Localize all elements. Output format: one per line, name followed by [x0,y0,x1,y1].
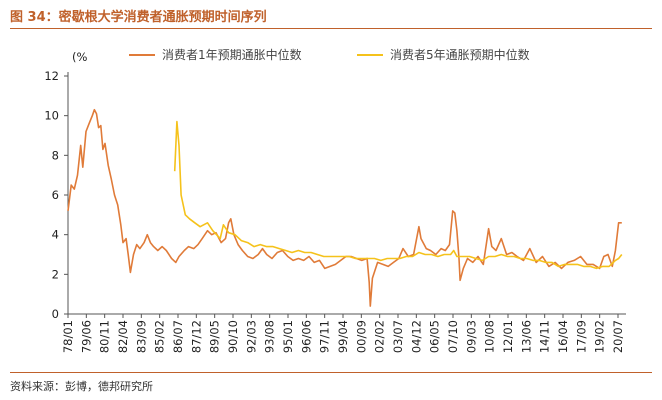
axes [67,72,626,315]
y-tick-label: 10 [44,109,59,123]
source-note: 资料来源：彭博，德邦研究所 [10,380,153,393]
y-tick-label: 4 [52,228,59,242]
series-line-5y-expectation [173,120,623,270]
footer-rule [10,372,652,373]
y-tick-label: 8 [52,148,59,162]
x-tick-label: 78/01 [61,320,75,353]
x-tick-label: 85/02 [153,320,167,353]
x-tick-label: 16/04 [556,320,570,353]
y-tick-label: 12 [44,69,59,83]
title-rule [10,28,652,29]
y-axis-unit-label: (% [72,50,87,64]
x-tick-label: 95/01 [281,320,295,353]
x-tick-label: 10/08 [483,320,497,353]
x-tick-label: 79/06 [79,320,93,353]
legend: 消费者1年预期通胀中位数 消费者5年通胀预期中位数 [129,47,530,62]
x-tick-label: 20/07 [611,320,625,353]
x-tick-label: 06/05 [428,320,442,353]
x-tick-label: 19/02 [593,320,607,353]
x-tick-label: 99/04 [336,320,350,353]
x-tick-label: 87/12 [189,320,203,353]
x-tick-label: 80/11 [98,320,112,353]
x-tick-label: 12/01 [501,320,515,353]
figure-title: 图 34：密歇根大学消费者通胀预期时间序列 [10,10,267,25]
series-line-1y-expectation [67,108,622,307]
x-tick-label: 90/10 [226,320,240,353]
y-axis-ticks: 0 2 4 6 8 10 12 [44,69,68,321]
x-tick-label: 97/11 [318,320,332,353]
x-tick-label: 13/06 [519,320,533,353]
legend-label-5y: 消费者5年通胀预期中位数 [390,47,530,62]
x-tick-label: 00/09 [354,320,368,353]
x-tick-label: 17/09 [574,320,588,353]
legend-label-1y: 消费者1年预期通胀中位数 [162,47,302,62]
x-tick-label: 04/12 [409,320,423,353]
x-tick-label: 93/08 [263,320,277,353]
x-tick-label: 09/03 [464,320,478,353]
x-tick-label: 86/07 [171,320,185,353]
x-tick-label: 14/11 [538,320,552,353]
x-tick-label: 03/07 [391,320,405,353]
series-lines [67,108,623,307]
x-tick-label: 82/04 [116,320,130,353]
x-tick-label: 89/05 [208,320,222,353]
y-tick-label: 2 [52,267,59,281]
x-tick-label: 83/09 [134,320,148,353]
x-tick-label: 92/03 [244,320,258,353]
y-tick-label: 6 [52,188,59,202]
x-tick-label: 02/02 [373,320,387,353]
x-tick-label: 96/06 [299,320,313,353]
x-tick-label: 07/10 [446,320,460,353]
x-axis-ticks: 78/01 79/06 80/11 82/04 83/09 85/02 86/07 87/12… [61,314,625,353]
line-chart: (% 0 2 4 6 8 10 12 78/01 79/06 80/11 82/04 83/09 85… [44,47,626,353]
y-tick-label: 0 [52,307,59,321]
